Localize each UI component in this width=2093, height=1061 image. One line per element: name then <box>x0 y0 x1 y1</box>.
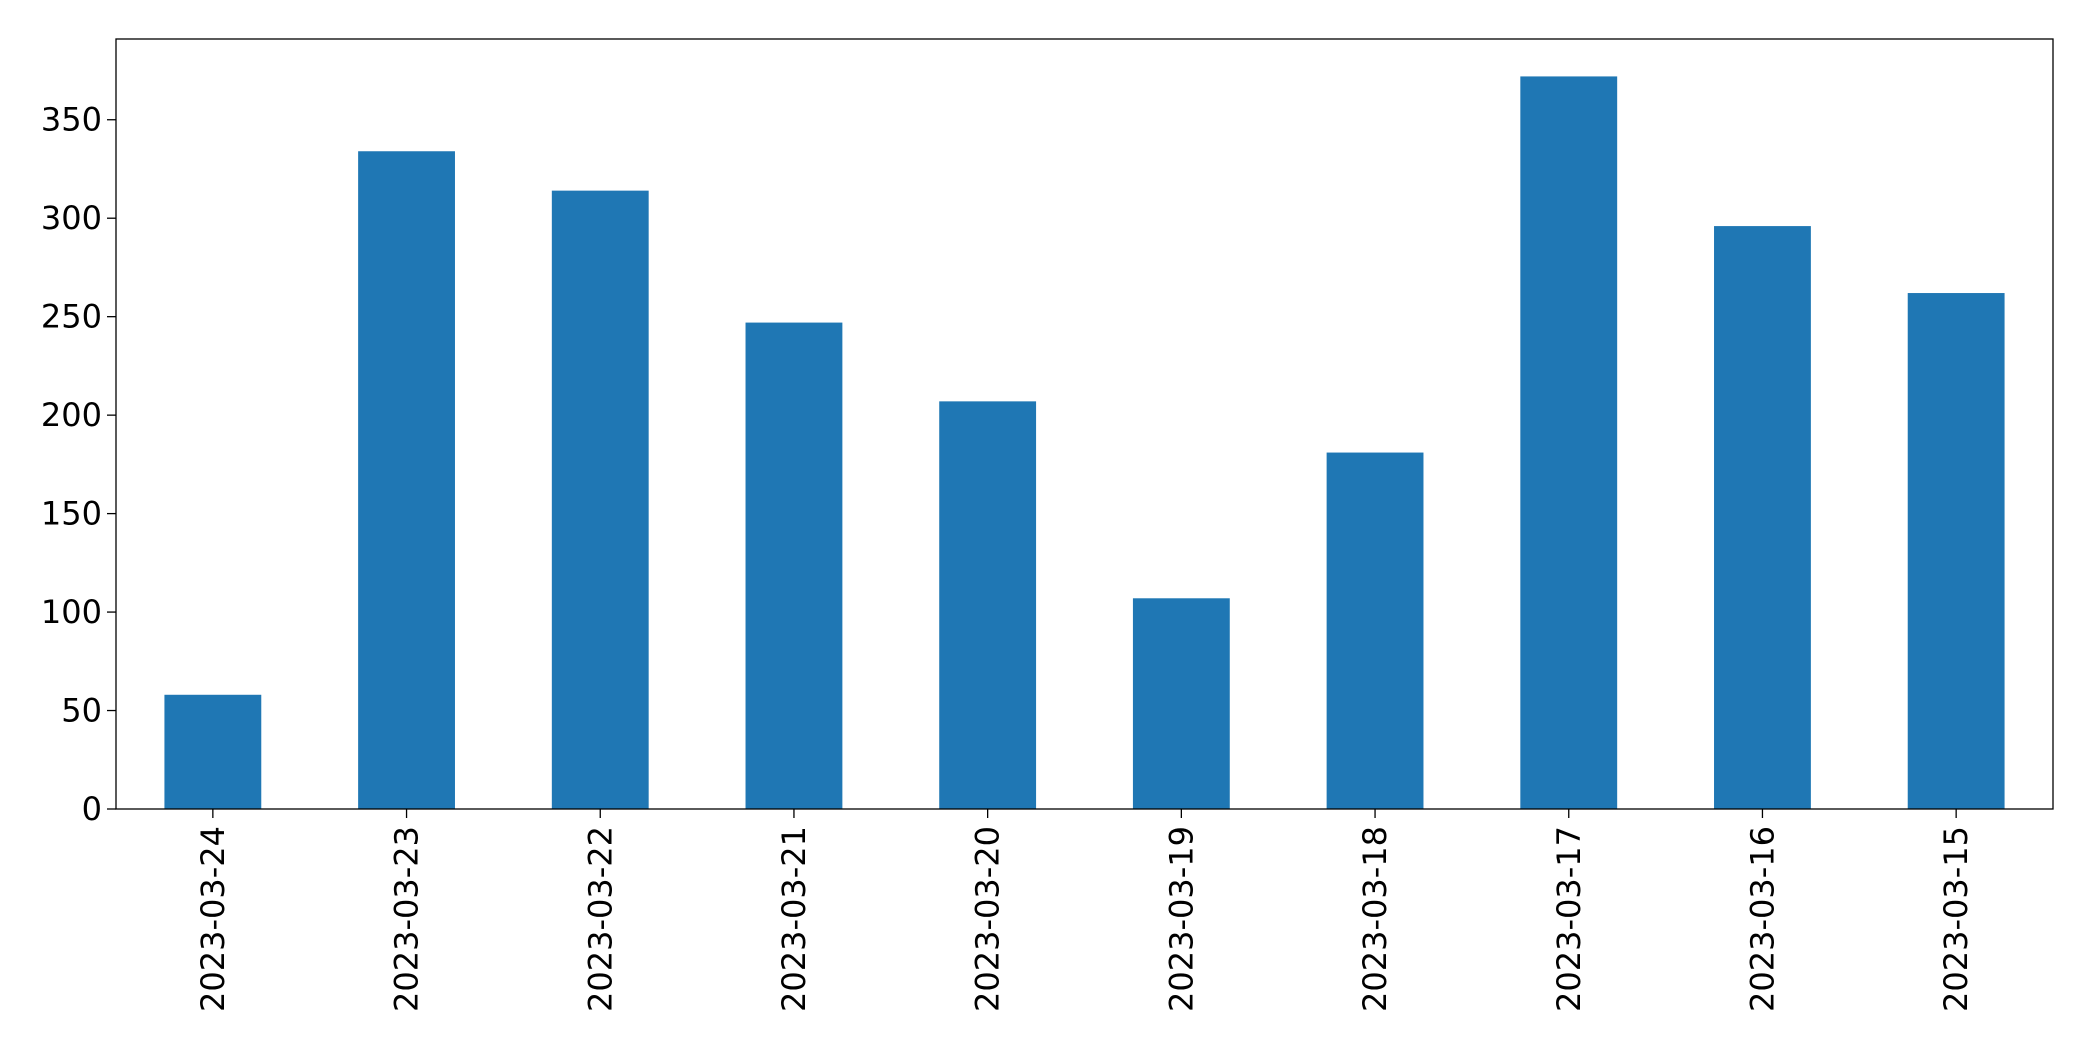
y-tick-label: 50 <box>61 692 102 730</box>
plot-frame <box>115 38 2054 810</box>
bar <box>358 151 455 810</box>
x-tick-label: 2023-03-20 <box>969 826 1007 1012</box>
y-tick-label: 250 <box>41 298 102 336</box>
x-tick-label: 2023-03-15 <box>1937 826 1975 1012</box>
y-tick-label: 200 <box>41 396 102 434</box>
bar <box>1520 76 1618 810</box>
x-tick-label: 2023-03-16 <box>1743 826 1781 1012</box>
bar <box>745 322 843 809</box>
bar <box>1714 226 1811 809</box>
bar <box>1907 293 2005 810</box>
bar <box>1326 452 1424 809</box>
x-tick-label: 2023-03-19 <box>1162 826 1200 1012</box>
x-tick-label: 2023-03-23 <box>388 826 426 1012</box>
y-tick-label: 0 <box>82 790 102 828</box>
y-tick-label: 300 <box>41 199 102 237</box>
x-tick-label: 2023-03-24 <box>194 826 232 1012</box>
y-tick-label: 100 <box>41 593 102 631</box>
bar <box>939 401 1037 809</box>
y-tick-label: 350 <box>41 101 102 139</box>
bar <box>164 694 262 809</box>
x-tick-label: 2023-03-21 <box>775 826 813 1012</box>
bar <box>551 190 649 809</box>
x-tick-label: 2023-03-17 <box>1550 826 1588 1012</box>
x-tick-label: 2023-03-22 <box>581 826 619 1012</box>
bar <box>1132 598 1230 809</box>
x-tick-label: 2023-03-18 <box>1356 826 1394 1012</box>
y-tick-label: 150 <box>41 495 102 533</box>
